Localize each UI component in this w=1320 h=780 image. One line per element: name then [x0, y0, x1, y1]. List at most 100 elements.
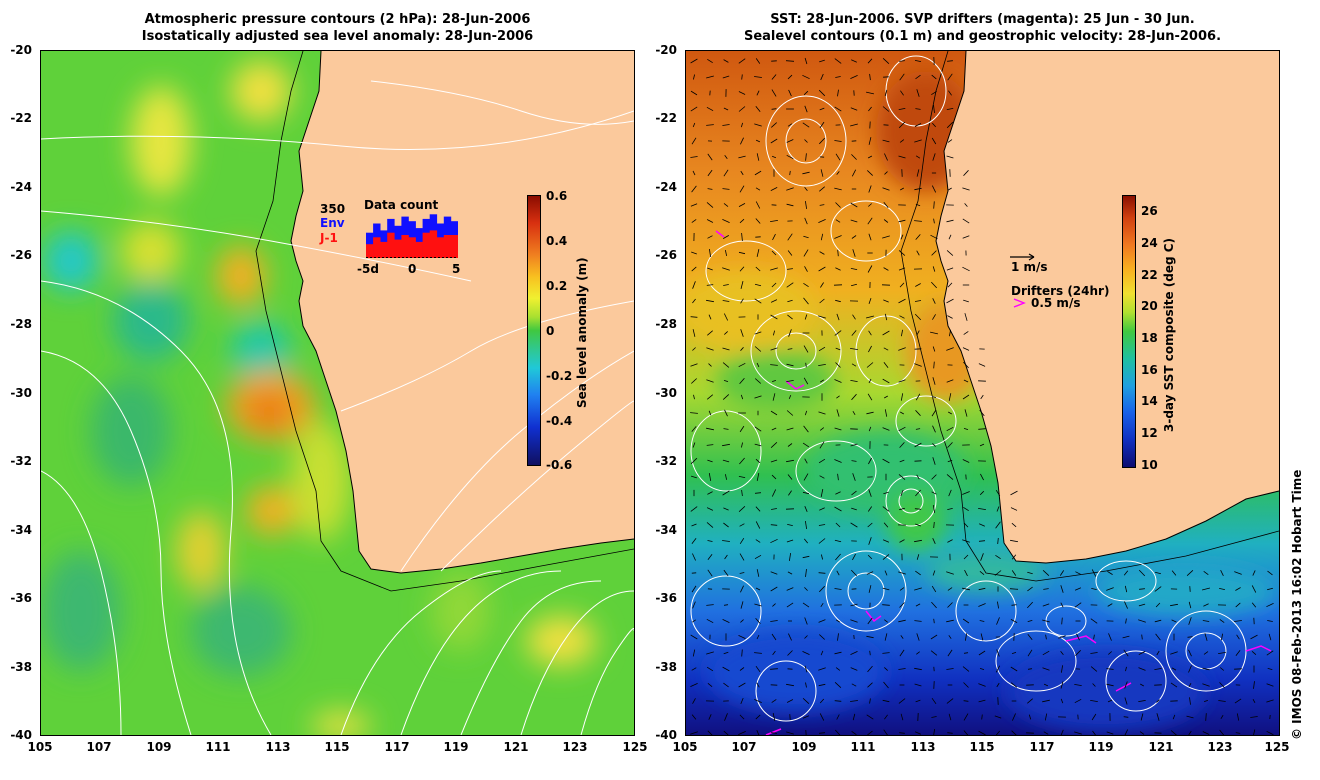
- velocity-vector: [1155, 602, 1161, 608]
- velocity-vector: [1235, 602, 1241, 608]
- velocity-vector: [834, 140, 842, 142]
- velocity-vector: [1141, 634, 1143, 640]
- velocity-vector: [834, 330, 842, 336]
- sla-tick-3: 0: [546, 324, 555, 338]
- velocity-vector: [932, 443, 936, 447]
- velocity-vector: [946, 121, 954, 129]
- velocity-vector: [850, 667, 858, 671]
- velocity-vector: [803, 282, 809, 288]
- velocity-vector: [723, 522, 729, 528]
- velocity-vector: [805, 362, 807, 368]
- velocity-vector: [915, 428, 921, 430]
- left-y-tick: -20: [10, 43, 32, 57]
- velocity-vector: [1043, 683, 1049, 687]
- velocity-vector: [1253, 729, 1256, 735]
- velocity-vector: [786, 154, 794, 160]
- velocity-vector: [819, 121, 825, 129]
- velocity-vector: [740, 601, 744, 609]
- sst-tick-7: 12: [1141, 426, 1158, 440]
- velocity-vector: [979, 443, 985, 447]
- velocity-vector: [1155, 633, 1161, 641]
- velocity-vector: [932, 538, 936, 544]
- left-x-tick: 105: [27, 740, 53, 754]
- velocity-vector: [995, 489, 1001, 497]
- velocity-vector: [723, 169, 729, 177]
- velocity-vector: [1188, 601, 1192, 609]
- inset-j1-bar: [408, 237, 416, 258]
- velocity-vector: [818, 266, 826, 272]
- velocity-vector: [882, 139, 890, 143]
- velocity-vector: [723, 569, 729, 577]
- velocity-vector: [1170, 603, 1178, 607]
- velocity-vector: [1188, 665, 1192, 673]
- velocity-vector: [963, 428, 969, 430]
- velocity-vector: [805, 520, 807, 530]
- left-y-tick: -38: [10, 660, 32, 674]
- velocity-vector: [868, 457, 872, 465]
- velocity-vector: [709, 248, 711, 258]
- left-x-tick: 117: [384, 740, 410, 754]
- velocity-vector: [981, 714, 983, 720]
- velocity-vector: [820, 73, 824, 81]
- velocity-vector: [882, 106, 890, 112]
- velocity-vector: [882, 506, 890, 512]
- velocity-vector: [914, 363, 922, 367]
- velocity-vector: [802, 651, 810, 655]
- velocity-vector: [1266, 699, 1274, 703]
- velocity-vector: [916, 651, 920, 655]
- velocity-vector: [706, 347, 714, 351]
- velocity-vector: [884, 153, 888, 161]
- velocity-vector: [706, 106, 714, 112]
- velocity-vector: [1188, 730, 1192, 735]
- inset-j1-bar: [401, 235, 409, 258]
- velocity-vector: [996, 682, 1000, 688]
- velocity-vector: [1011, 554, 1017, 560]
- velocity-vector: [819, 379, 825, 383]
- velocity-vector: [739, 714, 745, 720]
- velocity-vector: [931, 185, 937, 193]
- velocity-vector: [690, 363, 698, 367]
- velocity-vector: [819, 698, 825, 704]
- velocity-vector: [836, 570, 840, 576]
- velocity-vector: [804, 458, 808, 464]
- sst-tick-6: 14: [1141, 394, 1158, 408]
- right-y-tick: -34: [655, 523, 677, 537]
- velocity-vector: [852, 249, 856, 257]
- velocity-vector: [1139, 731, 1145, 735]
- velocity-vector: [1107, 699, 1113, 703]
- velocity-vector: [1027, 698, 1033, 704]
- velocity-vector: [834, 459, 842, 463]
- velocity-vector: [1106, 587, 1114, 591]
- inset-env-label: Env: [320, 216, 345, 230]
- velocity-vector: [916, 633, 920, 641]
- velocity-vector: [1124, 601, 1128, 609]
- velocity-vector: [786, 731, 794, 735]
- velocity-vector: [1218, 652, 1226, 654]
- velocity-vector: [786, 699, 794, 703]
- velocity-vector: [740, 170, 744, 176]
- velocity-vector: [787, 348, 793, 350]
- velocity-vector: [916, 330, 920, 336]
- right-x-tick: 123: [1207, 740, 1233, 754]
- velocity-vector: [1205, 713, 1207, 721]
- velocity-vector: [1074, 587, 1082, 591]
- velocity-vector: [1171, 570, 1177, 576]
- velocity-vector: [1108, 651, 1112, 655]
- velocity-vector: [724, 331, 728, 335]
- velocity-vector: [946, 219, 954, 223]
- velocity-vector: [931, 409, 937, 417]
- velocity-vector: [770, 524, 778, 526]
- velocity-vector: [899, 602, 905, 608]
- velocity-vector: [738, 731, 746, 735]
- velocity-vector: [915, 570, 921, 576]
- velocity-vector: [899, 315, 905, 319]
- velocity-vector: [738, 682, 746, 688]
- velocity-vector: [771, 74, 777, 80]
- velocity-vector: [931, 474, 937, 480]
- velocity-vector: [884, 619, 888, 623]
- inset-j1-label: J-1: [320, 231, 338, 245]
- velocity-vector: [898, 267, 906, 271]
- velocity-vector: [707, 169, 713, 177]
- velocity-vector: [706, 522, 714, 528]
- velocity-vector: [931, 716, 937, 718]
